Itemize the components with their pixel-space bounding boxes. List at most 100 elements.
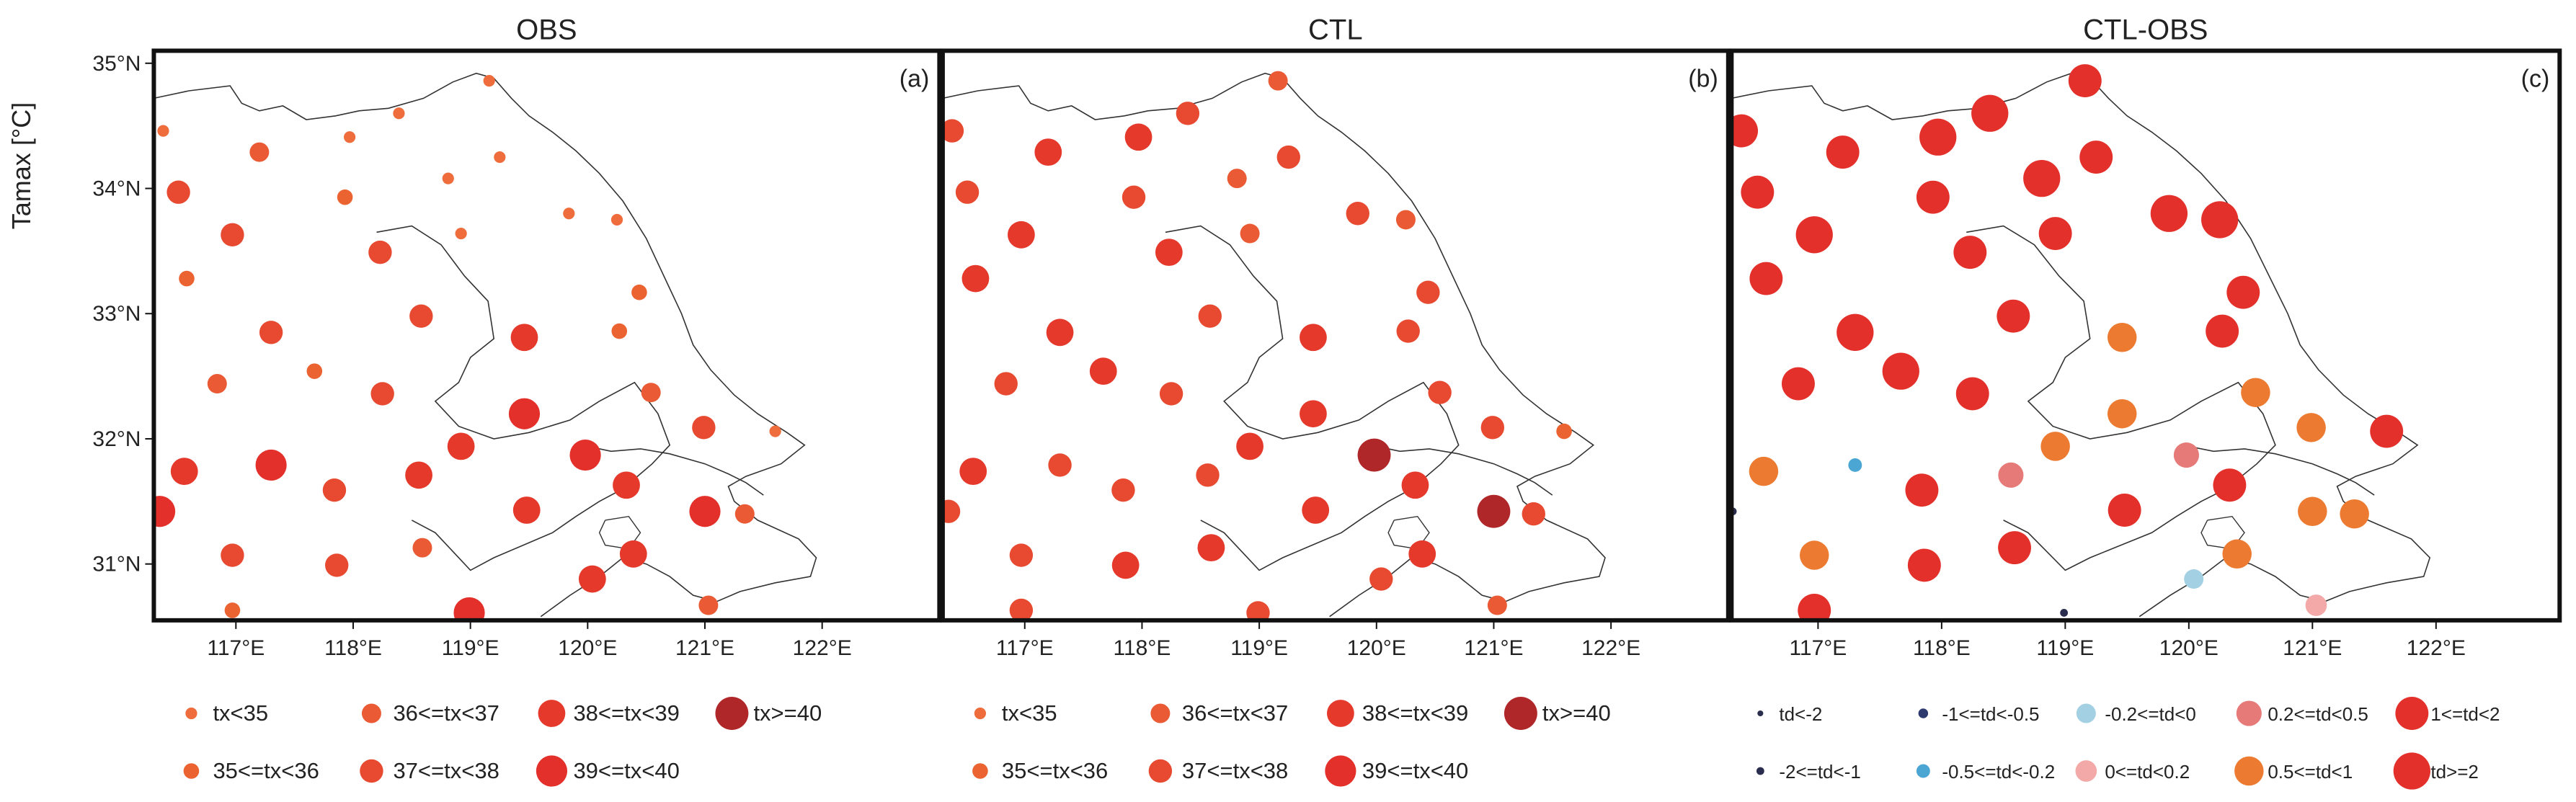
- station-marker: [1919, 118, 1957, 156]
- station-marker: [942, 119, 964, 143]
- station-marker: [179, 270, 195, 287]
- station-marker: [1998, 462, 2024, 488]
- station-marker: [1741, 175, 1775, 209]
- station-marker: [1111, 478, 1135, 502]
- panel-frame: [1729, 48, 2562, 623]
- station-marker: [955, 180, 980, 204]
- x-tick-label: 122°E: [1581, 636, 1640, 660]
- legend-label: 37<=tx<38: [1182, 758, 1288, 783]
- station-marker: [483, 75, 495, 87]
- legend-label: 36<=tx<37: [1182, 700, 1288, 726]
- legend-label: -2<=td<-1: [1779, 761, 1860, 783]
- legend-label: -0.2<=td<0: [2105, 703, 2196, 725]
- station-marker: [1155, 239, 1183, 267]
- station-marker: [1246, 601, 1270, 620]
- legend-label: 0.5<=td<1: [2268, 761, 2353, 783]
- river-line: [2182, 444, 2375, 496]
- station-marker: [610, 213, 623, 226]
- province-boundary: [1731, 72, 2431, 618]
- station-marker: [563, 208, 575, 220]
- station-marker: [2108, 494, 2141, 527]
- station-marker: [1300, 324, 1327, 352]
- y-tick-label: 31°N: [92, 553, 141, 576]
- station-marker: [1798, 594, 1831, 620]
- station-marker: [1196, 463, 1220, 487]
- x-tick-label: 119°E: [1230, 636, 1288, 660]
- station-marker: [578, 565, 606, 593]
- station-marker: [508, 398, 541, 429]
- station-marker: [2213, 468, 2247, 502]
- y-tick-label: 32°N: [92, 427, 141, 451]
- x-tick-label: 118°E: [1114, 636, 1171, 660]
- x-tick-label: 122°E: [793, 636, 852, 660]
- station-marker: [569, 439, 601, 471]
- station-marker: [734, 504, 755, 524]
- panel-frame: [940, 48, 1731, 623]
- legend-label: 35<=tx<36: [213, 758, 319, 783]
- station-marker: [2298, 496, 2327, 526]
- legend-label: 39<=tx<40: [573, 758, 679, 783]
- station-marker: [221, 223, 244, 246]
- legend-label: 38<=tx<39: [1362, 700, 1468, 726]
- legend-marker: [185, 707, 197, 720]
- station-marker: [2060, 609, 2069, 617]
- legend-label: -0.5<=td<-0.2: [1942, 761, 2055, 783]
- station-marker: [2305, 594, 2327, 616]
- legend-marker: [538, 700, 566, 727]
- station-marker: [1799, 540, 1829, 570]
- station-marker: [494, 151, 506, 164]
- station-marker: [1477, 494, 1511, 528]
- legend-marker: [974, 707, 986, 720]
- station-marker: [157, 125, 169, 137]
- station-marker: [1395, 210, 1416, 230]
- legend-marker: [1326, 700, 1354, 727]
- station-marker: [322, 478, 347, 502]
- station-marker: [1882, 352, 1919, 390]
- station-marker: [2222, 539, 2252, 569]
- station-marker: [1089, 357, 1117, 386]
- x-tick-label: 122°E: [2407, 636, 2466, 660]
- x-tick-label: 121°E: [1464, 636, 1523, 660]
- legend-label: 38<=tx<39: [573, 700, 679, 726]
- station-marker: [1124, 123, 1152, 151]
- station-marker: [689, 496, 721, 527]
- legend-marker: [2234, 756, 2264, 786]
- station-marker: [453, 597, 485, 620]
- x-tick-label: 120°E: [1347, 636, 1406, 660]
- x-tick-label: 118°E: [1913, 636, 1971, 660]
- legend-label: 35<=tx<36: [1002, 758, 1108, 783]
- station-marker: [221, 543, 244, 567]
- panel-1: OBS (a) 117°E 118°E 119°E 120°E 121°E 122°E 31°N…: [92, 14, 942, 787]
- x-tick-label: 120°E: [2159, 636, 2219, 660]
- legend-marker: [2236, 700, 2262, 726]
- station-marker: [1487, 595, 1507, 615]
- station-marker: [412, 538, 432, 558]
- province-boundary-inner: [376, 225, 671, 571]
- station-marker: [1176, 102, 1200, 125]
- station-marker: [942, 499, 961, 523]
- station-marker: [325, 553, 349, 577]
- legend-marker: [360, 759, 383, 783]
- legend-marker: [2076, 703, 2096, 723]
- station-marker: [1731, 114, 1759, 148]
- station-marker: [1795, 216, 1833, 254]
- station-marker: [1916, 180, 1950, 214]
- legend-label: td>=2: [2430, 761, 2479, 783]
- station-marker: [1480, 416, 1505, 440]
- station-marker: [2079, 141, 2113, 174]
- station-marker: [1848, 458, 1862, 472]
- legend-marker: [1504, 697, 1537, 730]
- legend-marker: [536, 755, 568, 787]
- station-marker: [224, 602, 241, 618]
- y-axis-label: Tamax [°C]: [6, 102, 36, 229]
- river-line: [582, 444, 764, 496]
- panel-title: OBS: [516, 14, 577, 45]
- station-marker: [170, 458, 198, 486]
- station-marker: [698, 595, 719, 615]
- legend-marker: [972, 763, 988, 779]
- station-marker: [1236, 432, 1263, 460]
- panel-2: CTL (b) 117°E 118°E 119°E 120°E 121°E 122°E tx<3…: [940, 14, 1731, 787]
- station-marker: [613, 471, 640, 499]
- station-marker: [1396, 319, 1420, 343]
- station-marker: [249, 142, 270, 162]
